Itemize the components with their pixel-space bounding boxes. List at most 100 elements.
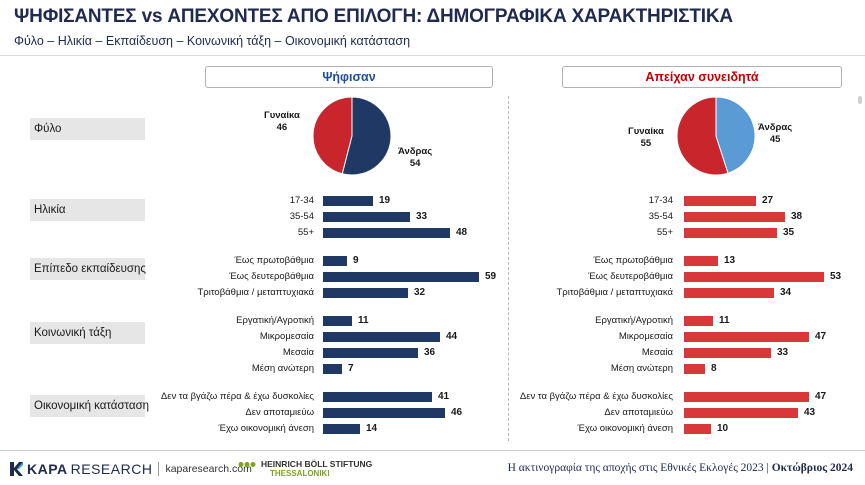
pie-left-label-man: Άνδρας 54 bbox=[398, 146, 432, 170]
footer-separator bbox=[158, 462, 160, 476]
bar bbox=[323, 364, 342, 374]
bar bbox=[323, 196, 373, 206]
row-label: Μικρομεσαία bbox=[259, 331, 314, 342]
bar bbox=[323, 424, 360, 434]
pie-right-man-value: 45 bbox=[769, 134, 781, 145]
row-label: Μεσαία bbox=[641, 347, 673, 358]
row-label: Τριτοβάθμια / μεταπτυχιακά bbox=[556, 287, 674, 298]
bar bbox=[323, 256, 347, 266]
partner-city: THESSALONIKI bbox=[270, 469, 330, 478]
category-label: Ηλικία bbox=[30, 199, 145, 221]
bar bbox=[684, 332, 809, 342]
bar bbox=[684, 316, 713, 326]
bar-value-label: 47 bbox=[815, 331, 827, 342]
pie-left-woman-label: Γυναίκα bbox=[264, 110, 300, 121]
category-label: Επίπεδο εκπαίδευσης bbox=[30, 258, 146, 280]
bar-value-label: 41 bbox=[438, 391, 450, 402]
footer-divider bbox=[0, 450, 865, 451]
boll-flower-icon bbox=[238, 462, 256, 467]
bar bbox=[323, 348, 418, 358]
kapa-logo-icon bbox=[10, 462, 23, 476]
pie-right-man-label: Άνδρας bbox=[758, 122, 793, 133]
bar-value-label: 19 bbox=[379, 195, 391, 206]
row-label: 35-54 bbox=[648, 211, 673, 222]
row-label: Μικρομεσαία bbox=[618, 331, 673, 342]
row-label: Δεν αποταμιεύω bbox=[245, 407, 314, 418]
bar bbox=[684, 408, 798, 418]
header-divider bbox=[0, 55, 865, 56]
row-label: Εργατική/Αγροτική bbox=[595, 315, 673, 326]
bar-value-label: 43 bbox=[804, 407, 816, 418]
row-label: Μέση ανώτερη bbox=[610, 363, 673, 374]
bar-value-label: 47 bbox=[815, 391, 827, 402]
bar-value-label: 14 bbox=[366, 423, 378, 434]
bar bbox=[323, 228, 450, 238]
pie-left-man-label: Άνδρας bbox=[398, 146, 433, 157]
footer-caption: Η ακτινογραφία της αποχής στις Εθνικές Ε… bbox=[508, 462, 853, 474]
row-label: 55+ bbox=[656, 227, 673, 238]
pie-left-woman-value: 46 bbox=[276, 122, 288, 133]
category-gender: Φύλο bbox=[30, 118, 145, 140]
bar-value-label: 33 bbox=[777, 347, 789, 358]
caption-text: Η ακτινογραφία της αποχής στις Εθνικές Ε… bbox=[507, 462, 769, 474]
pie-abstained bbox=[676, 96, 756, 176]
row-label: Δεν τα βγάζω πέρα & έχω δυσκολίες bbox=[519, 391, 673, 402]
row-label: Μεσαία bbox=[282, 347, 314, 358]
header-voted: Ψήφισαν bbox=[205, 66, 493, 88]
row-label: Έως δευτεροβάθμια bbox=[588, 271, 673, 282]
row-label: Δεν τα βγάζω πέρα & έχω δυσκολίες bbox=[160, 391, 314, 402]
bar bbox=[323, 272, 479, 282]
bar bbox=[323, 408, 445, 418]
page-title: ΨΗΦΙΣΑΝΤΕΣ vs ΑΠΕΧΟΝΤΕΣ ΑΠΟ ΕΠΙΛΟΓΗ: ΔΗΜ… bbox=[14, 6, 733, 27]
bar-value-label: 53 bbox=[830, 271, 842, 282]
scrollbar-thumb[interactable] bbox=[858, 96, 862, 104]
bar-value-label: 44 bbox=[446, 331, 458, 342]
bar-value-label: 11 bbox=[358, 315, 369, 326]
pie-right-slice-woman bbox=[676, 96, 729, 176]
row-label: Έως δευτεροβάθμια bbox=[229, 271, 314, 282]
pie-right-label-man: Άνδρας 45 bbox=[758, 122, 792, 146]
partner-logo: HEINRICH BÖLL STIFTUNG THESSALONIKI bbox=[238, 460, 372, 478]
footer-brand: KAPA RESEARCH kaparesearch.com bbox=[8, 460, 252, 478]
site-link[interactable]: kaparesearch.com bbox=[165, 463, 252, 475]
bar-value-label: 8 bbox=[711, 363, 717, 374]
bar bbox=[684, 272, 824, 282]
bar bbox=[684, 424, 711, 434]
page-subtitle: Φύλο – Ηλικία – Εκπαίδευση – Κοινωνική τ… bbox=[14, 34, 411, 48]
bar bbox=[323, 332, 440, 342]
pie-left-label-woman: Γυναίκα 46 bbox=[264, 110, 300, 134]
pie-right-woman-value: 55 bbox=[640, 138, 652, 149]
row-label: 35-54 bbox=[289, 211, 314, 222]
row-label: Δεν αποταμιεύω bbox=[604, 407, 673, 418]
bar bbox=[684, 228, 777, 238]
bar bbox=[684, 196, 756, 206]
bar-value-label: 32 bbox=[414, 287, 426, 298]
row-label: Μέση ανώτερη bbox=[251, 363, 314, 374]
pie-voted bbox=[312, 96, 392, 176]
row-label: Έχω οικονομική άνεση bbox=[218, 423, 314, 434]
pie-right-slice-man bbox=[715, 96, 756, 174]
bar-value-label: 48 bbox=[456, 227, 468, 238]
bar-value-label: 59 bbox=[485, 271, 497, 282]
bar bbox=[323, 212, 410, 222]
header-abstained: Απείχαν συνειδητά bbox=[562, 66, 842, 88]
bar-value-label: 34 bbox=[780, 287, 792, 298]
row-label: 17-34 bbox=[648, 195, 673, 206]
bar-value-label: 9 bbox=[353, 255, 359, 266]
row-label: Τριτοβάθμια / μεταπτυχιακά bbox=[197, 287, 315, 298]
row-label: Έως πρωτοβάθμια bbox=[234, 255, 314, 266]
row-label: 17-34 bbox=[289, 195, 314, 206]
row-label: Εργατική/Αγροτική bbox=[236, 315, 314, 326]
caption-date: Οκτώβριος 2024 bbox=[771, 462, 853, 474]
bar-value-label: 36 bbox=[424, 347, 436, 358]
brand-kapa: KAPA bbox=[27, 461, 68, 477]
bar bbox=[323, 288, 408, 298]
bar-value-label: 35 bbox=[783, 227, 795, 238]
bar-value-label: 13 bbox=[724, 255, 736, 266]
bar-value-label: 38 bbox=[791, 211, 803, 222]
category-label: Οικονομική κατάσταση bbox=[30, 395, 149, 417]
bar bbox=[684, 288, 774, 298]
row-label: 55+ bbox=[297, 227, 314, 238]
bar bbox=[684, 212, 785, 222]
bar-value-label: 27 bbox=[762, 195, 774, 206]
